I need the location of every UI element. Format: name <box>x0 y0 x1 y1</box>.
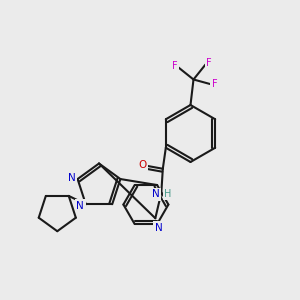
Text: H: H <box>164 189 172 199</box>
Text: N: N <box>152 189 160 199</box>
Text: F: F <box>212 79 217 89</box>
Text: N: N <box>68 173 76 183</box>
Text: F: F <box>206 58 212 68</box>
Text: N: N <box>76 201 84 211</box>
Text: F: F <box>172 61 177 71</box>
Text: N: N <box>155 223 163 232</box>
Text: O: O <box>139 160 147 170</box>
